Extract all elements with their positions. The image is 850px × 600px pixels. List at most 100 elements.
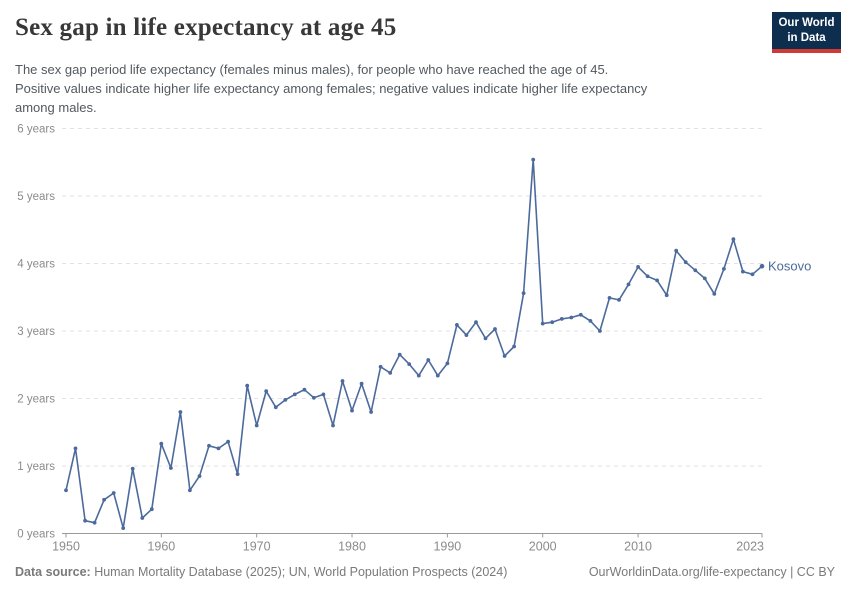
owid-license-link[interactable]: OurWorldinData.org/life-expectancy | CC … [588, 565, 835, 579]
data-point[interactable] [292, 392, 297, 397]
data-point[interactable] [607, 296, 612, 300]
data-point[interactable] [626, 282, 631, 287]
data-point[interactable] [235, 472, 240, 476]
data-point[interactable] [731, 237, 736, 242]
data-point[interactable] [130, 466, 135, 471]
y-tick-label: 3 years [17, 326, 55, 338]
data-point[interactable] [378, 364, 383, 369]
data-point[interactable] [569, 315, 574, 320]
data-point[interactable] [493, 327, 497, 331]
x-tick-label: 2000 [529, 540, 557, 554]
data-point[interactable] [722, 267, 726, 271]
data-point[interactable] [388, 371, 393, 375]
data-point[interactable] [302, 387, 307, 392]
data-point[interactable] [550, 320, 555, 325]
x-axis: 1950 1960 1970 1980 1990 2000 2010 2023 [52, 533, 764, 554]
owid-logo-line2: in Data [787, 31, 826, 44]
x-tick-label: 1960 [147, 540, 175, 554]
data-point[interactable] [617, 298, 621, 302]
data-point[interactable] [474, 320, 478, 325]
data-point[interactable] [397, 352, 402, 357]
data-point[interactable] [712, 292, 717, 296]
data-point[interactable] [340, 379, 345, 383]
data-point[interactable] [588, 319, 593, 323]
owid-logo[interactable]: Our World in Data [772, 12, 841, 53]
chart-subtitle: The sex gap period life expectancy (fema… [15, 60, 775, 117]
data-point[interactable] [321, 392, 326, 397]
data-point[interactable] [540, 321, 545, 326]
data-point[interactable] [245, 383, 250, 388]
data-point[interactable] [169, 466, 173, 470]
data-point[interactable] [636, 265, 640, 269]
data-point[interactable] [521, 291, 526, 296]
data-point[interactable] [283, 398, 288, 402]
data-point[interactable] [683, 260, 688, 265]
entity-label-kosovo[interactable]: Kosovo [768, 259, 811, 274]
data-point[interactable] [435, 373, 440, 378]
data-source-label: Data source: [15, 565, 91, 579]
data-point[interactable] [111, 491, 116, 495]
data-point[interactable] [216, 446, 221, 451]
gridlines [62, 128, 762, 467]
y-tick-label: 6 years [17, 124, 55, 136]
data-point[interactable] [226, 439, 231, 444]
data-point[interactable] [350, 408, 354, 413]
data-source-note: Data source: Human Mortality Database (2… [15, 565, 507, 579]
series-line-kosovo[interactable] [65, 158, 763, 529]
data-point[interactable] [312, 395, 316, 400]
data-point[interactable] [207, 443, 211, 448]
data-point[interactable] [102, 497, 106, 502]
data-point[interactable] [159, 441, 164, 446]
data-point[interactable] [254, 423, 259, 428]
data-point[interactable] [197, 474, 202, 478]
y-tick-label: 0 years [17, 529, 55, 541]
data-point[interactable] [702, 276, 707, 281]
x-tick-label: 1970 [243, 540, 271, 554]
data-point[interactable] [674, 248, 679, 253]
subtitle-line: The sex gap period life expectancy (fema… [15, 62, 609, 77]
data-point[interactable] [426, 358, 431, 362]
data-point[interactable] [92, 520, 97, 525]
data-point[interactable] [645, 274, 650, 279]
data-point[interactable] [445, 361, 450, 366]
data-point[interactable] [188, 488, 192, 493]
data-point[interactable] [273, 405, 278, 410]
data-point[interactable] [331, 423, 335, 428]
data-point[interactable] [121, 526, 126, 530]
data-point[interactable] [149, 507, 154, 512]
data-point[interactable] [455, 323, 459, 327]
data-source-text: Human Mortality Database (2025); UN, Wor… [90, 565, 508, 579]
data-point[interactable] [416, 373, 421, 378]
data-point[interactable] [464, 333, 469, 337]
y-tick-label: 1 years [17, 461, 55, 473]
data-point[interactable] [693, 268, 698, 273]
data-point[interactable] [750, 272, 755, 277]
data-point[interactable] [502, 354, 507, 358]
data-point[interactable] [64, 488, 68, 493]
data-point[interactable] [559, 317, 564, 321]
data-point[interactable] [264, 389, 269, 393]
data-point[interactable] [741, 269, 745, 274]
data-point[interactable] [655, 278, 659, 283]
y-axis-labels: 0 years 1 years 2 years 3 years 4 years 5 yea… [17, 124, 55, 541]
x-tick-label: 1950 [52, 540, 80, 554]
data-point[interactable] [140, 516, 145, 520]
data-point[interactable] [83, 518, 87, 523]
data-point[interactable] [483, 336, 488, 341]
data-point[interactable] [598, 329, 602, 333]
data-point[interactable] [407, 362, 412, 366]
data-point[interactable] [512, 344, 516, 349]
y-tick-label: 4 years [17, 259, 55, 271]
data-point[interactable] [369, 410, 373, 414]
data-point[interactable] [73, 446, 78, 451]
data-point[interactable] [578, 312, 583, 317]
data-point[interactable] [359, 381, 364, 386]
data-point[interactable] [759, 263, 765, 269]
series-markers[interactable] [64, 157, 765, 530]
data-point[interactable] [178, 410, 183, 414]
x-tick-label: 1980 [338, 540, 366, 554]
data-point[interactable] [664, 293, 669, 298]
subtitle-line: among males. [15, 100, 97, 115]
data-point[interactable] [531, 157, 536, 162]
